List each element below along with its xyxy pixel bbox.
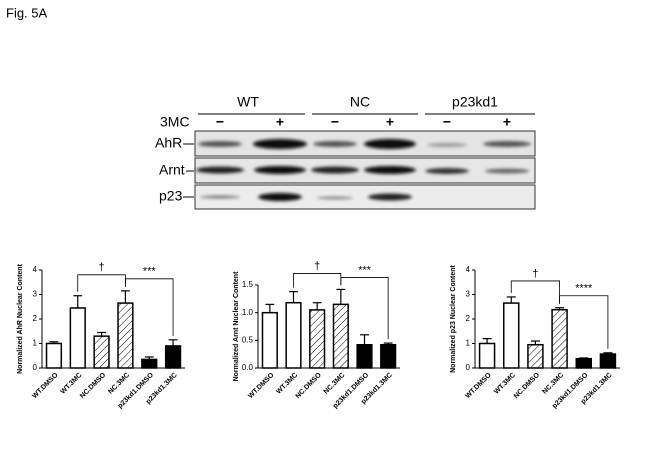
row-label: p23 (159, 188, 183, 204)
y-tick-label: 0 (33, 363, 38, 372)
y-tick-label: 1 (33, 339, 38, 348)
group-label: p23kd1 (452, 94, 498, 110)
bar (478, 342, 496, 369)
bar (527, 343, 544, 369)
significance-label: *** (358, 264, 372, 276)
bar (285, 301, 302, 369)
bar (551, 308, 568, 369)
significance-bracket (510, 280, 560, 304)
y-axis-label: Normalized AhR Nuclear Content (17, 263, 24, 373)
significance-label: *** (143, 266, 157, 278)
y-tick-label: 3 (466, 290, 471, 299)
row-label: AhR (155, 135, 182, 151)
blot-panel (194, 184, 536, 210)
x-tick-label: WT.DMSO (464, 371, 493, 400)
lane-sign: − (216, 114, 224, 130)
lane-sign: − (443, 114, 451, 130)
row-label: Arnt (159, 162, 185, 178)
y-tick-label: 0.5 (242, 335, 254, 344)
x-tick-label: NC.3MC (107, 372, 131, 396)
bar (164, 345, 182, 369)
y-axis-label: Normalized p23 Nuclear Content (450, 264, 457, 372)
y-tick-label: 1.0 (242, 308, 254, 317)
bar (45, 342, 63, 369)
bar (69, 307, 86, 369)
significance-bracket (77, 274, 126, 292)
y-tick-label: 0 (466, 363, 471, 372)
bar (141, 358, 158, 369)
bar (503, 302, 520, 369)
y-tick-label: 1.5 (242, 280, 254, 289)
bar (380, 344, 397, 369)
bar (117, 302, 134, 369)
bar (93, 335, 110, 369)
x-tick-label: WT.DMSO (247, 371, 276, 400)
x-tick-label: NC.3MC (541, 372, 565, 396)
bar (356, 344, 373, 369)
x-tick-label: WT.3MC (275, 372, 299, 396)
y-tick-label: 4 (33, 265, 38, 274)
y-tick-label: 2 (33, 314, 38, 323)
significance-label: **** (575, 283, 593, 295)
bar (261, 311, 278, 369)
y-tick-label: 2 (466, 314, 471, 323)
significance-label: † (99, 262, 105, 274)
y-tick-label: 0.0 (242, 363, 254, 372)
x-tick-label: NC.DMSO (79, 371, 108, 400)
bar (575, 357, 592, 369)
lane-sign: − (331, 114, 339, 130)
group-label: WT (237, 94, 259, 110)
bar (309, 309, 326, 369)
x-tick-label: NC.DMSO (513, 371, 542, 400)
treatment-label: 3MC (160, 114, 190, 130)
group-label: NC (350, 94, 370, 110)
blot-bands (196, 139, 531, 201)
x-tick-label: NC.DMSO (295, 371, 324, 400)
significance-bracket (340, 277, 389, 340)
figure-label: Fig. 5A (6, 5, 48, 20)
lane-sign: + (276, 114, 284, 130)
significance-bracket (559, 295, 609, 349)
significance-bracket (125, 278, 174, 336)
y-axis-label: Normalized Arnt Nuclear Content (233, 271, 240, 381)
y-tick-label: 3 (33, 290, 38, 299)
x-tick-label: NC.3MC (323, 372, 347, 396)
x-tick-label: WT.3MC (493, 372, 517, 396)
bar (599, 353, 617, 369)
significance-label: † (532, 268, 538, 280)
significance-label: † (314, 260, 320, 272)
x-tick-label: WT.DMSO (31, 371, 60, 400)
y-tick-label: 4 (466, 265, 471, 274)
bar (332, 303, 349, 369)
lane-sign: + (503, 114, 511, 130)
significance-bracket (293, 273, 342, 288)
y-tick-label: 1 (466, 339, 471, 348)
lane-sign: + (386, 114, 394, 130)
x-tick-label: WT.3MC (60, 372, 84, 396)
